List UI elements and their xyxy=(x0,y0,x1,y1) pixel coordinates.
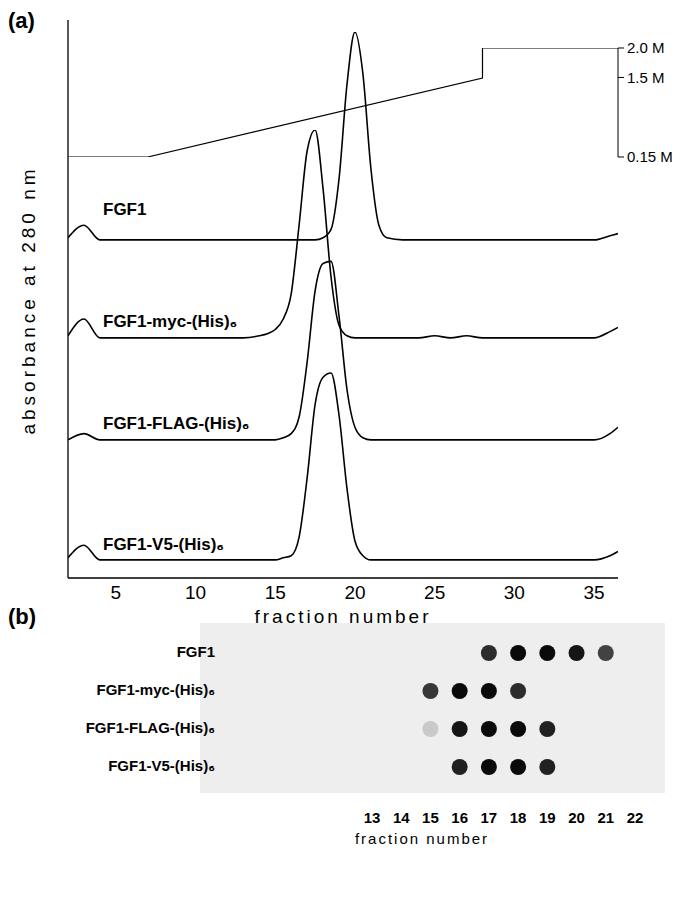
svg-text:fraction number: fraction number xyxy=(254,606,432,627)
svg-text:FGF1: FGF1 xyxy=(177,643,215,660)
html-text:FGF1: FGF1 xyxy=(103,200,147,219)
svg-text:fraction number: fraction number xyxy=(355,830,489,847)
html-text:(a): (a) xyxy=(8,8,35,33)
svg-text:14: 14 xyxy=(393,809,410,826)
html-text:FGF1-myc-(His)₆: FGF1-myc-(His)₆ xyxy=(103,312,238,331)
svg-text:2.0 M: 2.0 M xyxy=(627,39,665,56)
svg-text:FGF1-V5-(His)₆: FGF1-V5-(His)₆ xyxy=(108,757,215,774)
svg-text:13: 13 xyxy=(364,809,381,826)
svg-text:35: 35 xyxy=(584,582,605,603)
svg-text:10: 10 xyxy=(185,582,206,603)
svg-text:FGF1-FLAG-(His)₆: FGF1-FLAG-(His)₆ xyxy=(86,719,215,736)
svg-text:17: 17 xyxy=(481,809,498,826)
svg-text:30: 30 xyxy=(504,582,525,603)
svg-text:16: 16 xyxy=(451,809,468,826)
svg-text:15: 15 xyxy=(265,582,286,603)
svg-text:5: 5 xyxy=(111,582,122,603)
svg-text:15: 15 xyxy=(422,809,439,826)
html-text:FGF1-FLAG-(His)₆: FGF1-FLAG-(His)₆ xyxy=(103,414,250,433)
svg-text:20: 20 xyxy=(568,809,585,826)
svg-text:absorbance at 280 nm: absorbance at 280 nm xyxy=(18,165,39,434)
svg-text:FGF1-myc-(His)₆: FGF1-myc-(His)₆ xyxy=(97,681,216,698)
svg-text:18: 18 xyxy=(510,809,527,826)
svg-text:25: 25 xyxy=(424,582,445,603)
svg-text:1.5 M: 1.5 M xyxy=(627,69,665,86)
svg-text:21: 21 xyxy=(597,809,614,826)
html-text:(b): (b) xyxy=(8,604,37,629)
html-text:FGF1-V5-(His)₆: FGF1-V5-(His)₆ xyxy=(103,535,225,554)
svg-text:20: 20 xyxy=(344,582,365,603)
svg-text:19: 19 xyxy=(539,809,556,826)
svg-text:0.15 M: 0.15 M xyxy=(627,148,673,165)
svg-text:22: 22 xyxy=(627,809,644,826)
